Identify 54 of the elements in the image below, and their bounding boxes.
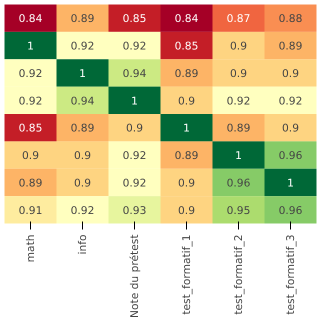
data-label: 0.84 [174,12,199,26]
data-label: 0.89 [174,66,199,80]
data-label: 0.85 [18,122,42,135]
data-label: 1 [131,94,138,108]
data-label: 0.92 [70,40,94,53]
data-label: 0.9 [178,176,196,190]
data-label: 0.87 [226,12,250,26]
x-tick-label: Note du prétest [128,234,141,318]
data-label: 0.92 [226,94,250,108]
data-label: 0.92 [18,66,42,80]
data-label: 1 [235,149,242,162]
data-label: 0.89 [70,12,95,26]
data-label: 0.92 [278,94,302,108]
data-label: 0.9 [282,66,300,80]
x-tick-label: test_formatif_1 [180,234,193,315]
data-label: 1 [79,66,86,80]
data-label: 0.89 [174,149,199,162]
data-label: 0.88 [278,12,303,26]
data-label: 0.92 [122,176,146,190]
data-label: 0.85 [122,12,146,26]
data-label: 0.84 [18,12,43,26]
data-label: 1 [287,176,294,190]
data-label: 1 [27,40,34,53]
data-label: 0.89 [226,122,251,135]
data-label: 0.9 [126,122,144,135]
data-label: 0.94 [70,94,95,108]
data-label: 0.96 [278,149,303,162]
data-label: 0.9 [74,149,92,162]
x-tick-label: math [24,234,37,262]
data-label: 1 [183,122,190,135]
data-label: 0.9 [178,204,196,217]
data-label: 0.94 [122,66,147,80]
data-label: 0.89 [70,122,95,135]
data-label: 0.9 [230,66,248,80]
x-tick-label: info [76,234,89,254]
data-label: 0.9 [230,40,248,53]
data-label: 0.9 [282,122,300,135]
data-label: 0.91 [18,204,42,217]
data-label: 0.92 [122,40,146,53]
data-label: 0.96 [278,204,303,217]
data-label: 0.9 [22,149,40,162]
data-label: 0.85 [174,40,198,53]
data-label: 0.95 [226,204,250,217]
data-label: 0.92 [18,94,42,108]
data-label: 0.9 [178,94,196,108]
data-label: 0.92 [122,149,146,162]
x-tick-label: test_formatif_2 [232,234,245,315]
x-tick-label: test_formatif_3 [284,234,297,315]
data-label: 0.96 [226,176,251,190]
data-label: 0.93 [122,204,146,217]
data-label: 0.89 [18,176,43,190]
data-label: 0.89 [278,40,303,53]
data-label: 0.92 [70,204,94,217]
data-label: 0.9 [74,176,92,190]
